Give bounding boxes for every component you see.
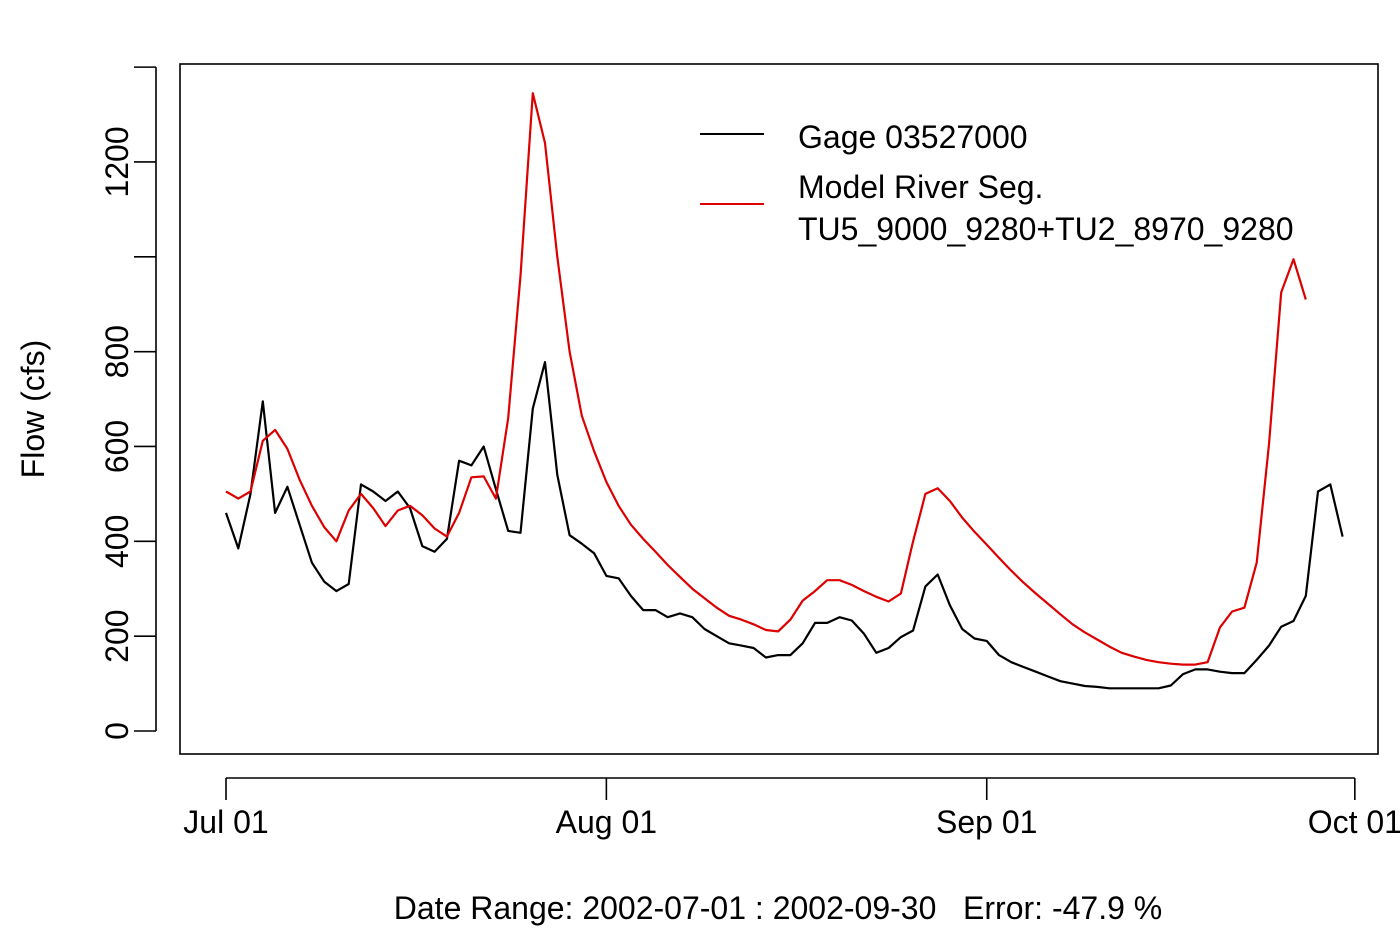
y-tick-label: 1200 (99, 126, 135, 197)
legend-label-gage: Gage 03527000 (798, 119, 1028, 155)
plot-frame (179, 63, 1379, 755)
legend-label-model-line1: Model River Seg. (798, 169, 1043, 205)
x-tick-label: Oct 01 (1308, 804, 1400, 840)
legend-label-model-line2: TU5_9000_9280+TU2_8970_9280 (798, 211, 1294, 247)
series-line-gage (224, 361, 1344, 690)
x-axis-label: Date Range: 2002-07-01 : 2002-09-30 Erro… (394, 890, 1162, 926)
series-line-model (225, 92, 1307, 666)
x-tick-label: Sep 01 (936, 804, 1037, 840)
x-axis: Jul 01 Aug 01 Sep 01 Oct 01 (183, 777, 1400, 840)
y-tick-label: 400 (99, 515, 135, 568)
y-tick-label: 0 (99, 722, 135, 740)
legend: Gage 03527000 Model River Seg. TU5_9000_9… (700, 119, 1294, 247)
y-axis: 0 200 400 600 800 1200 (99, 66, 157, 740)
x-tick-label: Jul 01 (183, 804, 268, 840)
x-tick-label: Aug 01 (556, 804, 657, 840)
y-tick-label: 200 (99, 609, 135, 662)
y-axis-label: Flow (cfs) (15, 340, 51, 479)
y-tick-label: 800 (99, 325, 135, 378)
series-layer (224, 92, 1344, 690)
y-tick-label: 600 (99, 420, 135, 473)
